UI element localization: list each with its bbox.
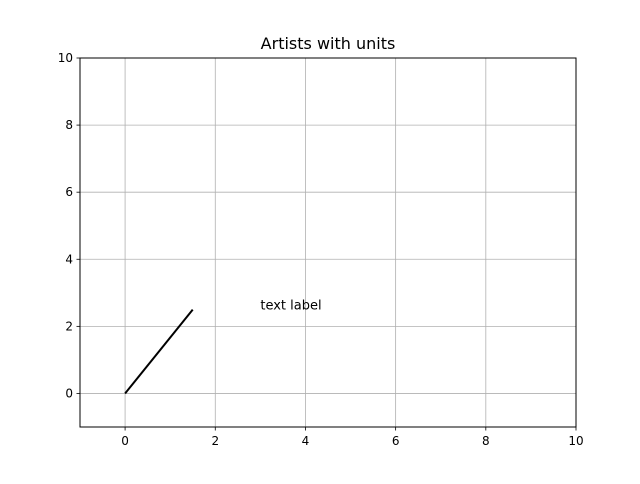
ticks: 0 2 4 6 8 10 0 2 4 6 8 10 [58, 51, 584, 448]
series-layer [124, 308, 194, 395]
y-tick-label: 2 [65, 319, 73, 333]
x-tick-label: 10 [568, 434, 583, 448]
x-tick-label: 8 [482, 434, 490, 448]
x-tick-label: 6 [392, 434, 400, 448]
grid [80, 57, 577, 427]
x-tick-label: 4 [302, 434, 310, 448]
y-tick-label: 6 [65, 185, 73, 199]
y-tick-label: 10 [58, 51, 73, 65]
y-tick-label: 8 [65, 118, 73, 132]
axes-frame [79, 57, 577, 428]
y-tick-label: 0 [65, 386, 73, 400]
annotations: text label [260, 299, 321, 314]
x-tick-label: 2 [211, 434, 219, 448]
chart-title: Artists with units [261, 34, 396, 53]
text-label-annotation: text label [260, 299, 321, 314]
series-line [124, 308, 194, 395]
x-tick-label: 0 [121, 434, 129, 448]
y-tick-label: 4 [65, 252, 73, 266]
